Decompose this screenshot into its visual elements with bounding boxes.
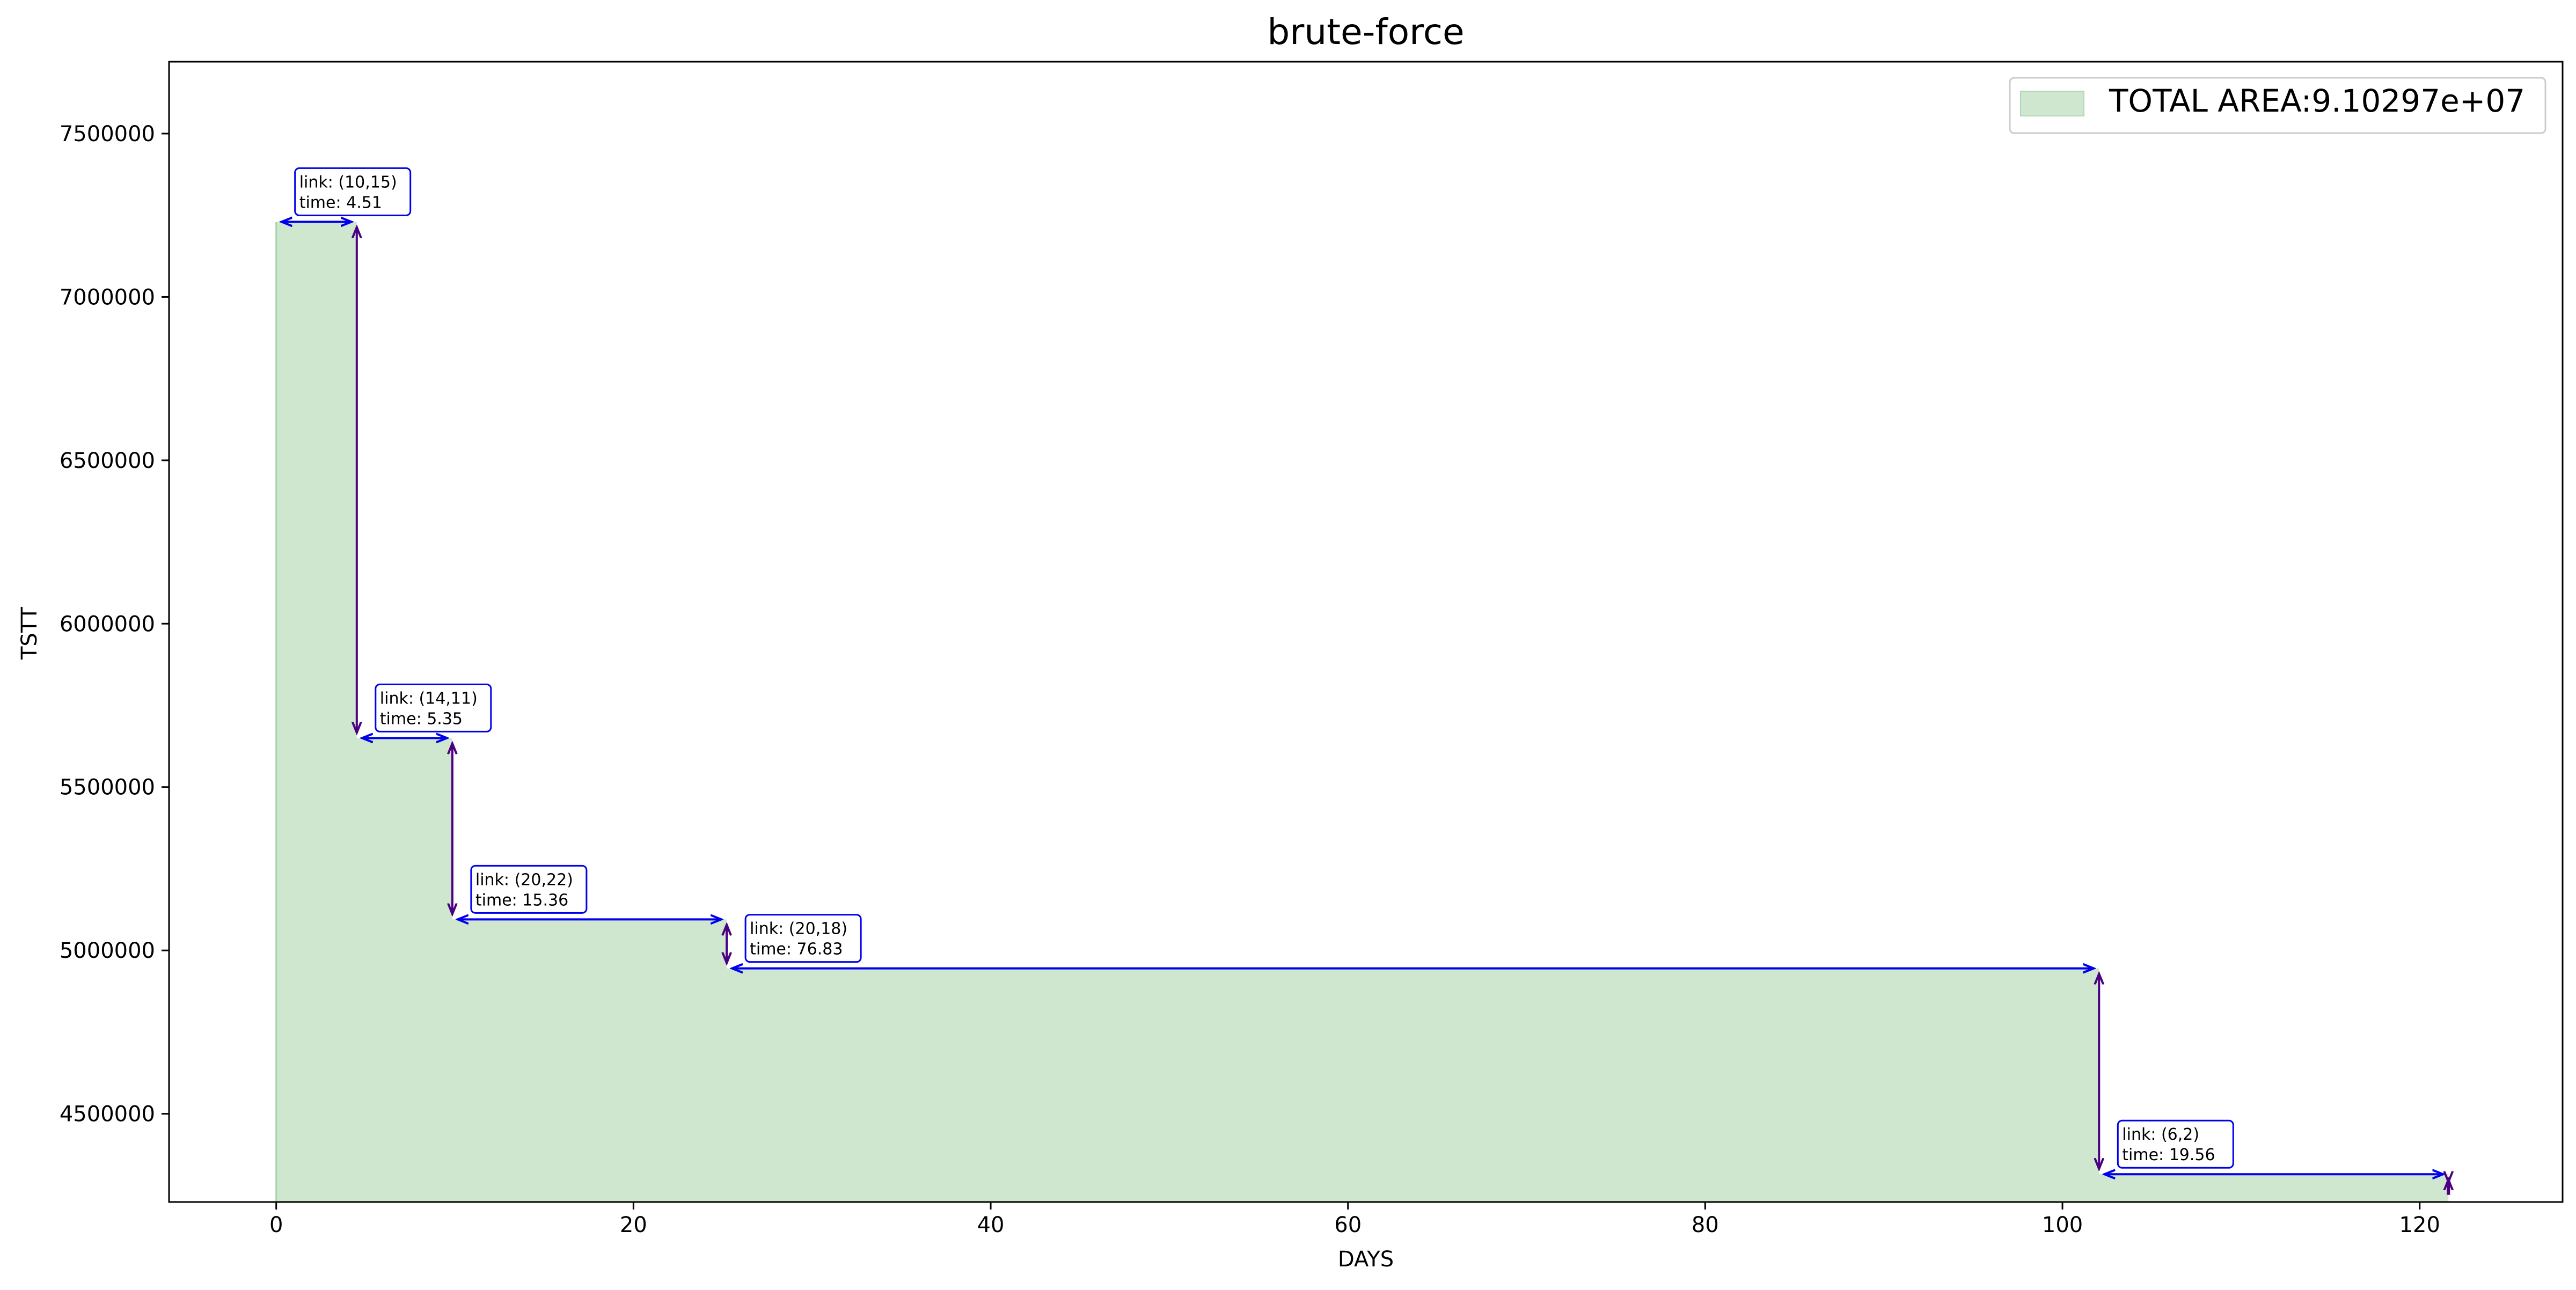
- annotation-time-text: time: 4.51: [299, 193, 382, 212]
- arrow-layer: [282, 222, 2449, 1195]
- y-tick-label: 7000000: [60, 285, 155, 310]
- y-tick-label: 4500000: [60, 1102, 155, 1127]
- annotation-time-text: time: 19.56: [2122, 1146, 2215, 1164]
- x-tick-label: 120: [2399, 1213, 2440, 1237]
- plot-frame: [168, 61, 2564, 1203]
- y-tick-label: 7500000: [60, 122, 155, 146]
- annotation-box: [294, 167, 412, 216]
- annotation-box: [470, 864, 588, 914]
- annotation-box: [375, 683, 492, 732]
- annotation-time-text: time: 76.83: [750, 940, 843, 959]
- legend-swatch: [2020, 91, 2084, 116]
- x-axis-ticks: 0 20 40 60 80 100 120: [269, 1202, 2440, 1237]
- annotation-link-text: link: (20,22): [475, 870, 573, 889]
- annotation-link-text: link: (20,18): [750, 920, 847, 939]
- x-axis-label: DAYS: [1338, 1247, 1394, 1272]
- legend-label: TOTAL AREA:9.10297e+07: [2109, 83, 2525, 119]
- x-tick-label: 20: [620, 1213, 647, 1237]
- y-tick-label: 6500000: [60, 449, 155, 473]
- annotation-link-text: link: (6,2): [2122, 1125, 2199, 1144]
- y-tick-label: 5500000: [60, 775, 155, 800]
- legend: TOTAL AREA:9.10297e+07: [2009, 77, 2546, 134]
- x-tick-label: 60: [1334, 1213, 1362, 1237]
- legend-frame: [2009, 77, 2546, 134]
- annotation-time-text: time: 5.35: [380, 709, 463, 728]
- annotation-time-text: time: 15.36: [475, 891, 568, 910]
- y-axis-label: TSTT: [17, 606, 42, 660]
- annotation-link-text: link: (10,15): [299, 173, 397, 192]
- annotation-box: [744, 914, 862, 963]
- annotation-link-text: link: (14,11): [380, 689, 478, 708]
- x-tick-label: 100: [2042, 1213, 2083, 1237]
- x-tick-label: 40: [977, 1213, 1005, 1237]
- x-tick-label: 80: [1692, 1213, 1719, 1237]
- chart-title: brute-force: [1267, 11, 1464, 53]
- tstt-area: [276, 222, 2449, 1203]
- area-layer: [275, 222, 2449, 1203]
- y-axis-ticks: 4500000 5000000 5500000 6000000 6500000 70000…: [60, 122, 169, 1127]
- y-tick-label: 5000000: [60, 939, 155, 963]
- x-tick-label: 0: [269, 1213, 283, 1237]
- y-tick-label: 6000000: [60, 612, 155, 636]
- annotation-box: [2117, 1119, 2234, 1169]
